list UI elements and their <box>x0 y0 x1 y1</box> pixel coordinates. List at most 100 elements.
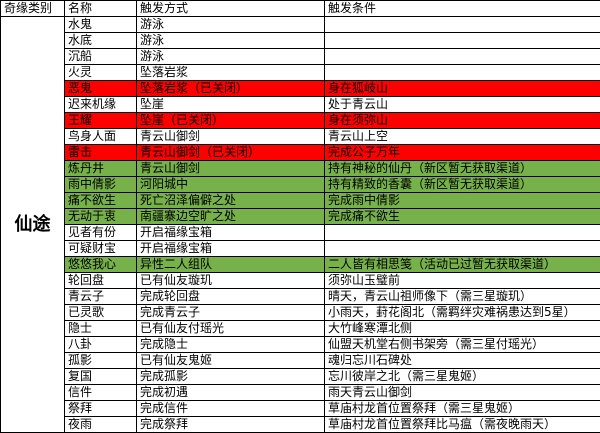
cell <box>325 33 600 49</box>
row: 鸟身人面青云山御剑青云山上空 <box>1 129 600 145</box>
row: 见者有份开启福缘宝箱 <box>1 225 600 241</box>
row: 已灵歌完成青云子小雨天，葑花阁北（需羁绊灾难祸患达到5星） <box>1 305 600 321</box>
header-cell: 奇缘类别 <box>1 1 65 17</box>
cell: 炼丹井 <box>65 161 137 177</box>
row: 雷击青云山御剑（已关闭）完成公子万年 <box>1 145 600 161</box>
row: 炼丹井青云山御剑持有神秘的仙丹（新区暂无获取渠道） <box>1 161 600 177</box>
cell <box>325 65 600 81</box>
cell: 大竹峰寒潭北侧 <box>325 321 600 337</box>
row: 夜雨完成祭拜草庙村龙首位置祭拜比马瘟（需夜晚雨天） <box>1 417 600 433</box>
cell: 完成痛不欲生 <box>325 209 600 225</box>
row: 王耀坠崖（已关闭）身在须弥山 <box>1 113 600 129</box>
cell: 迟来机缘 <box>65 97 137 113</box>
cell: 八卦 <box>65 337 137 353</box>
cell: 信件 <box>65 385 137 401</box>
cell: 完成隐士 <box>137 337 325 353</box>
cell: 草庙村龙首位置祭拜比马瘟（需夜晚雨天） <box>325 417 600 433</box>
cell: 河阳城中 <box>137 177 325 193</box>
cell: 开启福缘宝箱 <box>137 241 325 257</box>
cell: 青云山御剑 <box>137 129 325 145</box>
row: 隐士已有仙友付瑶光大竹峰寒潭北侧 <box>1 321 600 337</box>
category-cell: 仙途 <box>1 17 65 433</box>
cell: 南疆寨边空旷之处 <box>137 209 325 225</box>
row: 仙途水鬼游泳 <box>1 17 600 33</box>
cell: 持有精致的香囊（新区暂无获取渠道） <box>325 177 600 193</box>
cell: 须弥山玉璧前 <box>325 273 600 289</box>
cell: 完成孤影 <box>137 369 325 385</box>
row: 轮回盘已有仙友璇玑须弥山玉璧前 <box>1 273 600 289</box>
row: 复国完成孤影忘川彼岸之北（需三星鬼姬） <box>1 369 600 385</box>
header-cell: 名称 <box>65 1 137 17</box>
cell <box>325 241 600 257</box>
row: 孤影已有仙友鬼姬魂归忘川石碑处 <box>1 353 600 369</box>
cell: 已灵歌 <box>65 305 137 321</box>
row: 无动于衷南疆寨边空旷之处完成痛不欲生 <box>1 209 600 225</box>
row: 八卦完成隐士仙盟天机堂右侧书架旁（需三星付瑶光） <box>1 337 600 353</box>
cell: 完成公子万年 <box>325 145 600 161</box>
cell: 坠崖（已关闭） <box>137 113 325 129</box>
cell: 青云山上空 <box>325 129 600 145</box>
cell: 持有神秘的仙丹（新区暂无获取渠道） <box>325 161 600 177</box>
cell: 鸟身人面 <box>65 129 137 145</box>
cell: 已有仙友璇玑 <box>137 273 325 289</box>
cell: 水鬼 <box>65 17 137 33</box>
cell: 复国 <box>65 369 137 385</box>
cell <box>325 225 600 241</box>
header-row: 奇缘类别名称触发方式触发条件 <box>1 1 600 17</box>
cell: 已有仙友鬼姬 <box>137 353 325 369</box>
cell: 夜雨 <box>65 417 137 433</box>
cell: 青云山御剑（已关闭） <box>137 145 325 161</box>
cell: 身在须弥山 <box>325 113 600 129</box>
cell: 身在狐岐山 <box>325 81 600 97</box>
cell: 魂归忘川石碑处 <box>325 353 600 369</box>
header-cell: 触发条件 <box>325 1 600 17</box>
cell: 坠落岩浆（已关闭） <box>137 81 325 97</box>
row: 可疑财宝开启福缘宝箱 <box>1 241 600 257</box>
row: 悠悠我心异性二人组队二人皆有相思笺（活动已过暂无获取渠道） <box>1 257 600 273</box>
cell: 孤影 <box>65 353 137 369</box>
cell: 晴天，青云山祖师像下（需三星璇玑） <box>325 289 600 305</box>
row: 雨中倩影河阳城中持有精致的香囊（新区暂无获取渠道） <box>1 177 600 193</box>
cell: 游泳 <box>137 33 325 49</box>
row: 水底游泳 <box>1 33 600 49</box>
cell: 处于青云山 <box>325 97 600 113</box>
cell: 完成雨中倩影 <box>325 193 600 209</box>
cell: 坠落岩浆 <box>137 65 325 81</box>
cell: 完成青云子 <box>137 305 325 321</box>
header-cell: 触发方式 <box>137 1 325 17</box>
cell: 轮回盘 <box>65 273 137 289</box>
cell: 悠悠我心 <box>65 257 137 273</box>
cell: 异性二人组队 <box>137 257 325 273</box>
cell: 忘川彼岸之北（需三星鬼姬） <box>325 369 600 385</box>
row: 痛不欲生死亡沼泽偏僻之处完成雨中倩影 <box>1 193 600 209</box>
row: 祭拜完成信件草庙村龙首位置祭拜（需三星鬼姬） <box>1 401 600 417</box>
row: 火灵坠落岩浆 <box>1 65 600 81</box>
cell: 隐士 <box>65 321 137 337</box>
cell: 草庙村龙首位置祭拜（需三星鬼姬） <box>325 401 600 417</box>
cell: 沉船 <box>65 49 137 65</box>
cell: 仙盟天机堂右侧书架旁（需三星付瑶光） <box>325 337 600 353</box>
cell: 已有仙友付瑶光 <box>137 321 325 337</box>
cell: 完成祭拜 <box>137 417 325 433</box>
row: 信件完成初遇雨天青云山御剑 <box>1 385 600 401</box>
row: 恶鬼坠落岩浆（已关闭）身在狐岐山 <box>1 81 600 97</box>
cell: 可疑财宝 <box>65 241 137 257</box>
cell: 完成初遇 <box>137 385 325 401</box>
cell: 二人皆有相思笺（活动已过暂无获取渠道） <box>325 257 600 273</box>
cell: 无动于衷 <box>65 209 137 225</box>
cell: 火灵 <box>65 65 137 81</box>
cell: 开启福缘宝箱 <box>137 225 325 241</box>
cell: 游泳 <box>137 49 325 65</box>
cell: 祭拜 <box>65 401 137 417</box>
cell: 完成轮回盘 <box>137 289 325 305</box>
cell: 青云子 <box>65 289 137 305</box>
cell: 水底 <box>65 33 137 49</box>
cell: 雨中倩影 <box>65 177 137 193</box>
row: 沉船游泳 <box>1 49 600 65</box>
cell: 游泳 <box>137 17 325 33</box>
row: 迟来机缘坠崖处于青云山 <box>1 97 600 113</box>
cell: 痛不欲生 <box>65 193 137 209</box>
cell: 小雨天，葑花阁北（需羁绊灾难祸患达到5星） <box>325 305 600 321</box>
